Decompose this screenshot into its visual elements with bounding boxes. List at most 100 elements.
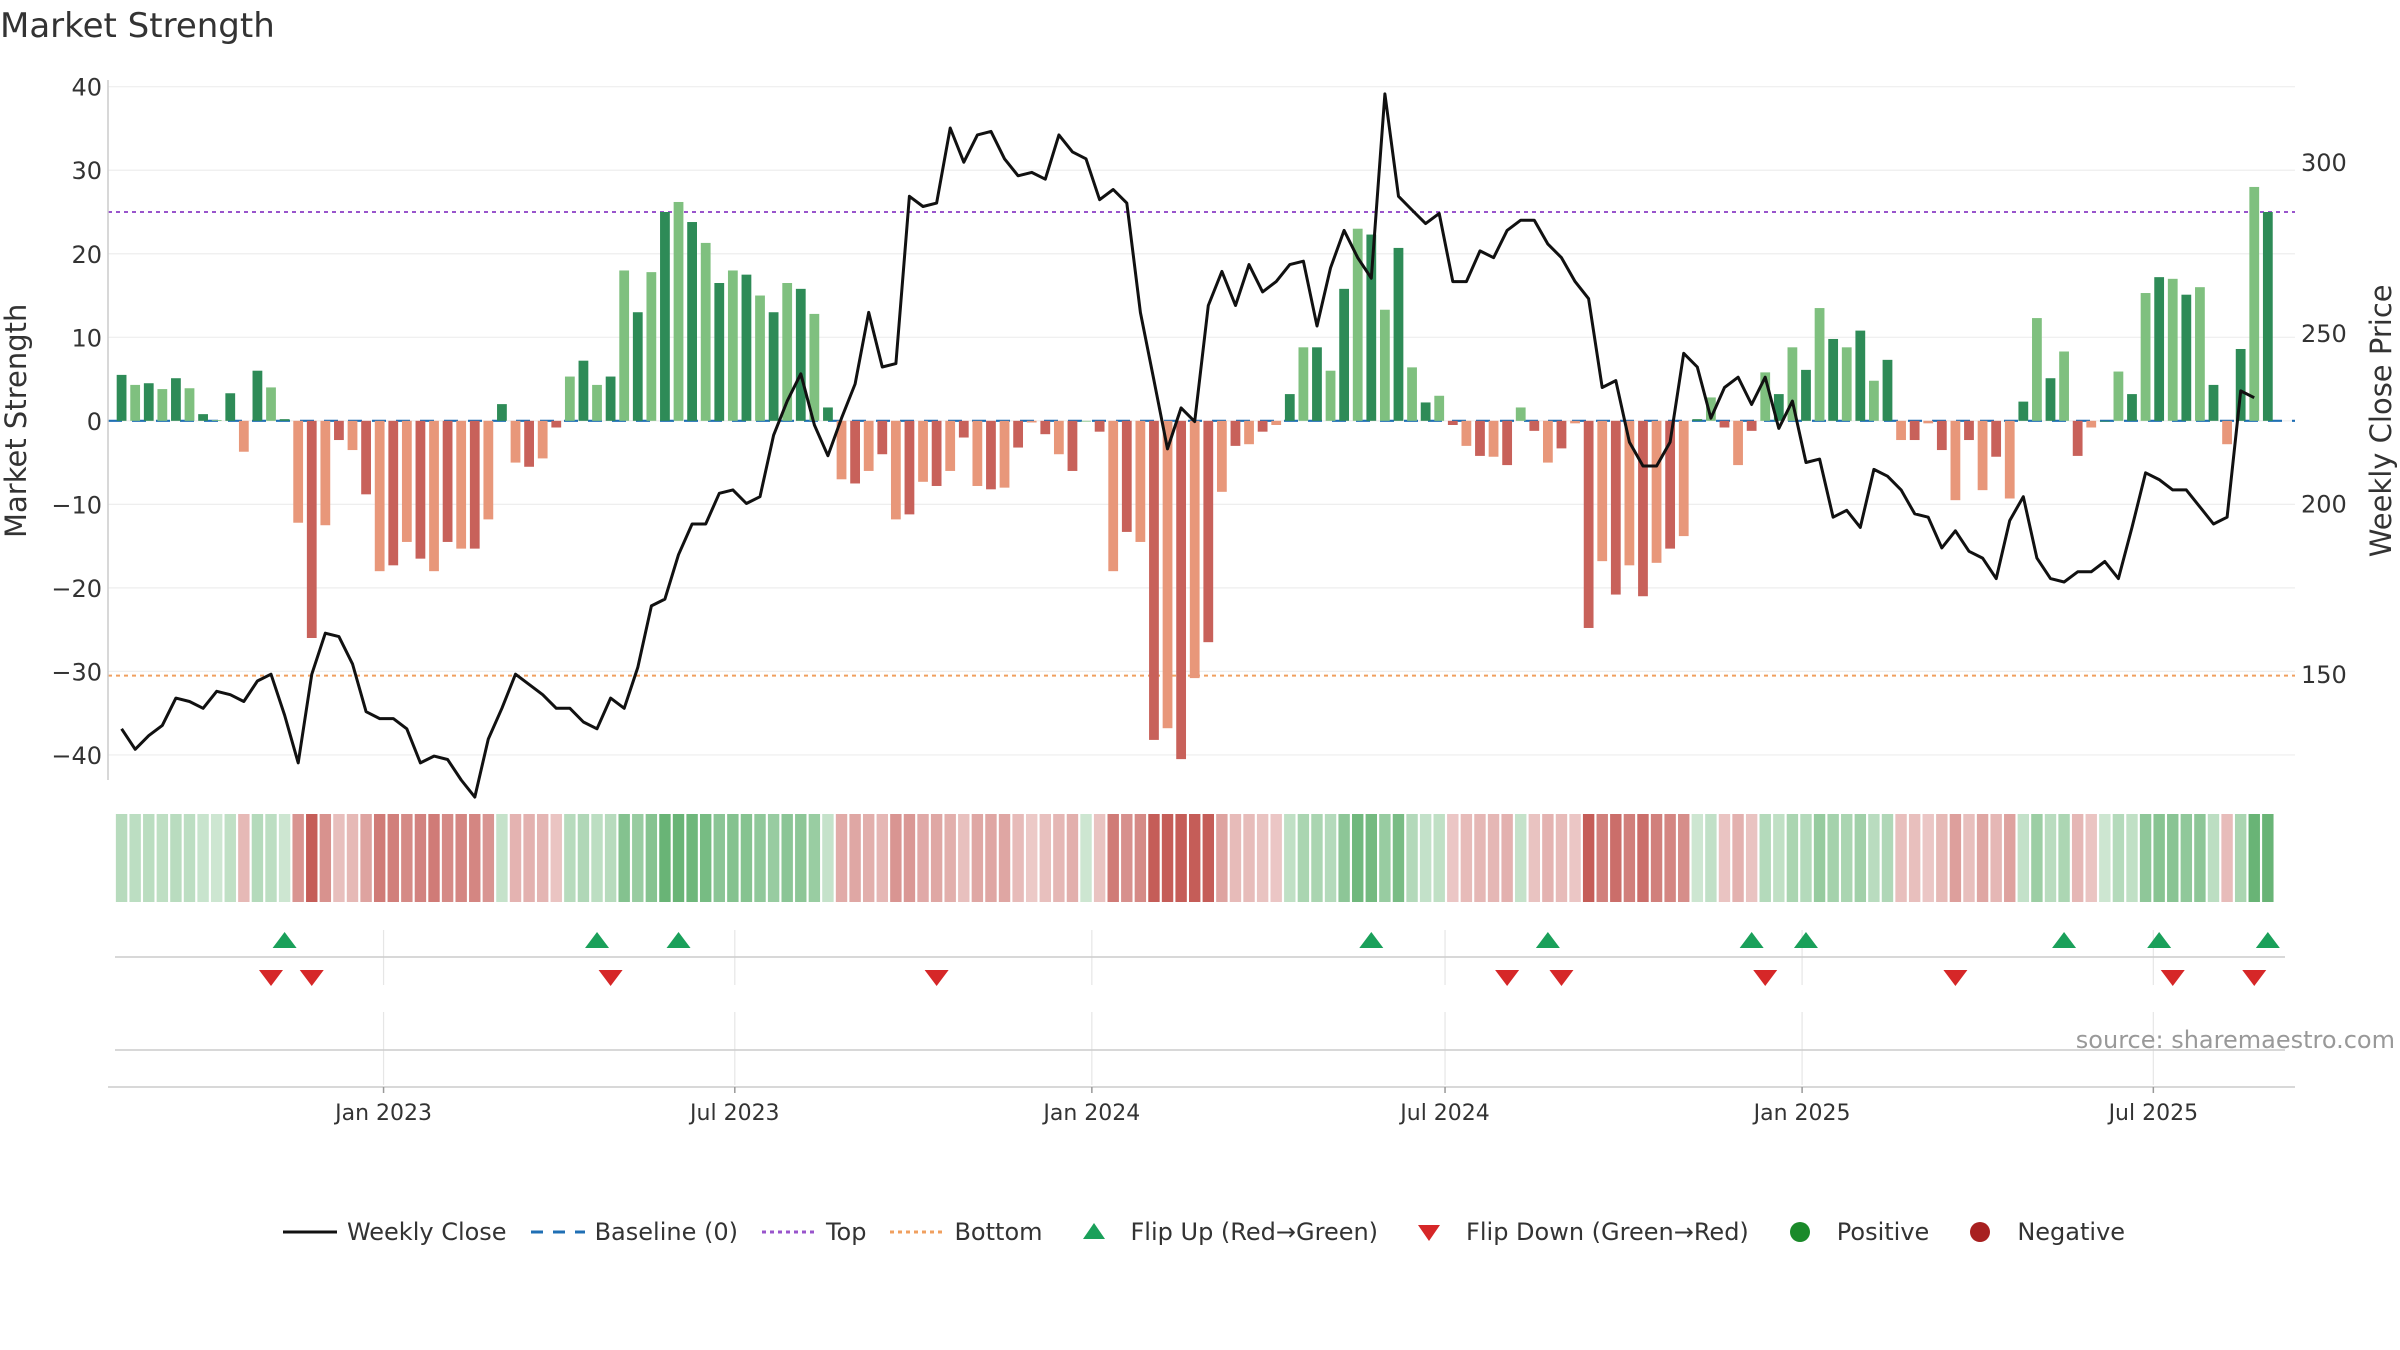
- regime-cell: [998, 814, 1011, 902]
- strength-bar: [2235, 348, 2246, 421]
- regime-cell: [1025, 814, 1038, 902]
- regime-cell: [822, 814, 834, 902]
- flip-up-marker: [2147, 932, 2172, 948]
- regime-cell: [455, 814, 467, 902]
- strength-bar: [795, 288, 806, 421]
- strength-bar: [1828, 338, 1839, 421]
- strength-bar: [1434, 395, 1445, 421]
- x-tick-label: Jul 2023: [688, 1101, 780, 1126]
- legend-label: Positive: [1836, 1218, 1930, 1246]
- strength-bar: [1773, 394, 1784, 421]
- regime-cell: [740, 814, 753, 902]
- regime-cell: [1352, 814, 1364, 902]
- strength-bar: [537, 420, 548, 459]
- regime-cell: [1881, 814, 1894, 902]
- strength-bar: [714, 283, 725, 421]
- regime-cell: [2262, 814, 2274, 902]
- flip-down-marker: [924, 970, 949, 986]
- regime-cell: [2207, 814, 2220, 902]
- strength-bar: [1284, 394, 1295, 421]
- regime-cell: [1759, 814, 1771, 902]
- legend-item-flip-up: Flip Up (Red→Green): [1059, 1217, 1378, 1247]
- strength-bar: [727, 270, 738, 421]
- regime-cell: [1012, 814, 1024, 902]
- y2-tick-label: 150: [2301, 661, 2347, 689]
- regime-cell: [1528, 814, 1541, 902]
- regime-cell: [183, 814, 196, 902]
- flip-up-marker: [1535, 932, 1560, 948]
- x-tick-label: Jan 2024: [1041, 1101, 1140, 1126]
- strength-bar: [1108, 420, 1119, 572]
- price-line-layer: [120, 92, 2255, 799]
- strength-bar: [1013, 420, 1024, 448]
- regime-cell: [795, 814, 807, 902]
- strength-bar: [1053, 420, 1064, 455]
- strength-bar: [1706, 397, 1716, 421]
- regime-cell: [2004, 814, 2016, 902]
- regime-cell: [1650, 814, 1663, 902]
- regime-cell: [2139, 814, 2152, 902]
- regime-cell: [944, 814, 956, 902]
- regime-cell: [292, 814, 304, 902]
- strength-bar: [1067, 420, 1078, 471]
- regime-cell: [2167, 814, 2179, 902]
- strength-bar: [1760, 372, 1771, 421]
- flip-up-marker: [272, 932, 297, 948]
- strength-bar: [2195, 287, 2205, 421]
- strength-bar: [2113, 371, 2124, 421]
- legend-item-baseline: Baseline (0): [523, 1217, 738, 1247]
- strength-bar: [184, 388, 195, 421]
- regime-cell: [1854, 814, 1867, 902]
- strength-bar: [2086, 420, 2097, 428]
- strength-bar: [1230, 420, 1241, 446]
- strength-bar: [1271, 420, 1282, 425]
- regime-cell: [672, 814, 685, 902]
- legend-item-positive: Positive: [1765, 1217, 1930, 1247]
- regime-cell: [849, 814, 861, 902]
- regime-cell: [2071, 814, 2084, 902]
- regime-cell: [129, 814, 141, 902]
- regime-cell: [1202, 814, 1214, 902]
- regime-cell: [985, 814, 997, 902]
- strength-bar: [741, 274, 752, 421]
- regime-cell: [550, 814, 562, 902]
- strength-bar: [279, 419, 290, 421]
- strength-bar: [1787, 347, 1798, 421]
- regime-cell: [1895, 814, 1907, 902]
- regime-cell: [509, 814, 522, 902]
- strength-bar: [1149, 420, 1159, 740]
- strength-bar: [1542, 420, 1553, 463]
- regime-cell: [1786, 814, 1799, 902]
- y-tick-label: −30: [51, 658, 102, 686]
- flip-up-marker: [1793, 932, 1818, 948]
- strength-bar: [1379, 309, 1390, 421]
- regime-cell: [577, 814, 590, 902]
- regime-cell: [2248, 814, 2260, 902]
- strength-bar: [551, 420, 562, 428]
- regime-cell: [958, 814, 970, 902]
- strength-bar: [1570, 420, 1580, 424]
- regime-cell: [1596, 814, 1608, 902]
- strength-bar: [238, 420, 249, 452]
- strength-bar: [211, 419, 222, 421]
- regime-cell: [1324, 814, 1337, 902]
- legend-item-flip-down: Flip Down (Green→Red): [1394, 1217, 1749, 1247]
- strength-bars: [116, 186, 2273, 760]
- regime-cell: [2126, 814, 2138, 902]
- regime-cell: [1569, 814, 1581, 902]
- regime-cell: [1080, 814, 1092, 902]
- regime-cell: [401, 814, 413, 902]
- regime-cell: [2031, 814, 2043, 902]
- x-tick-label: Jul 2025: [2107, 1101, 2199, 1126]
- strength-bar: [1556, 420, 1567, 449]
- regime-cell: [238, 814, 250, 902]
- regime-cell: [917, 814, 929, 902]
- weekly-close-line: [120, 92, 2255, 799]
- strength-bar: [646, 272, 657, 421]
- strength-bar: [1719, 420, 1730, 428]
- strength-bar: [1896, 420, 1906, 441]
- regime-cell: [1501, 814, 1513, 902]
- strength-bar: [1488, 420, 1499, 457]
- flip-down-marker: [1943, 970, 1968, 986]
